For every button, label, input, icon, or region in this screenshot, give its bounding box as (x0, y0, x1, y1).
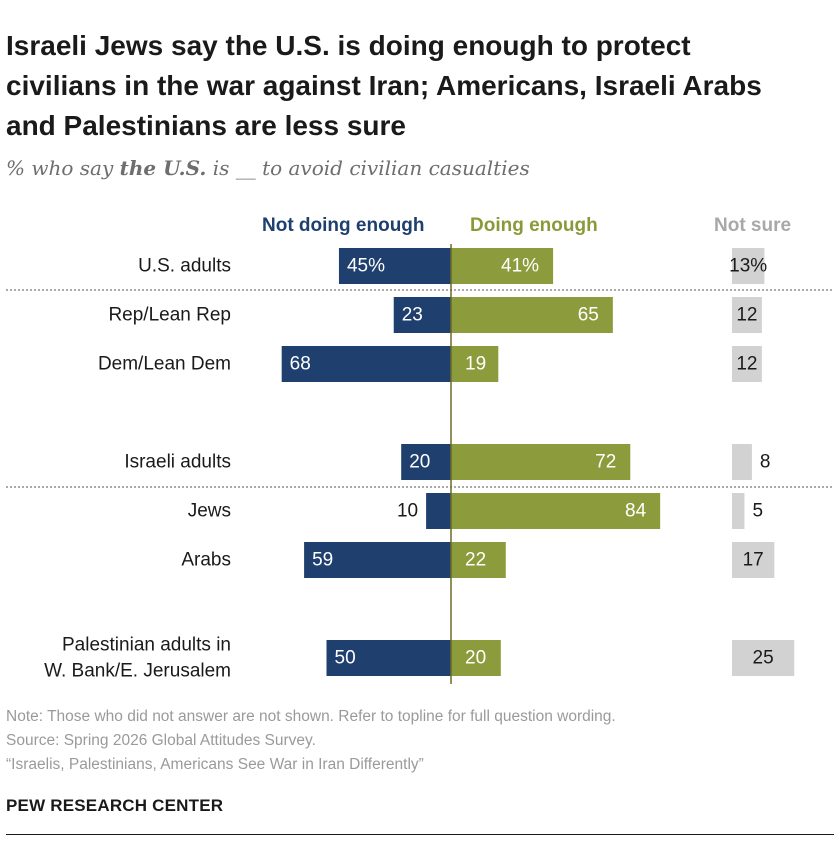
value-label-not-sure: 13% (729, 256, 767, 277)
value-label-doing-enough: 65 (578, 305, 599, 326)
source-text: Source: Spring 2026 Global Attitudes Sur… (6, 732, 316, 749)
category-label: Dem/Lean Dem (98, 354, 231, 375)
bar-not-doing-enough (393, 297, 451, 333)
subtitle-suffix: is __ to avoid civilian casualties (206, 156, 530, 180)
category-label: U.S. adults (138, 256, 231, 277)
category-label-line: W. Bank/E. Jerusalem (44, 661, 231, 682)
legend-not-doing-enough: Not doing enough (262, 215, 425, 236)
bar-doing-enough (451, 542, 506, 578)
bottom-rule (6, 834, 834, 835)
bar-not-sure (732, 444, 752, 480)
legend-not-sure: Not sure (714, 215, 792, 236)
category-label-line: Palestinian adults in (62, 635, 231, 656)
bar-doing-enough (451, 297, 613, 333)
bar-not-sure (732, 640, 795, 676)
bar-doing-enough (451, 444, 631, 480)
diverging-bar-chart: U.S. adults 45% 41% 13% Rep/Lean Rep 23 65 12 De… (6, 244, 834, 684)
value-label-not-sure: 8 (760, 452, 771, 473)
bar-doing-enough (451, 493, 661, 529)
bar-doing-enough (451, 346, 499, 382)
value-label-not-doing-enough: 50 (335, 648, 356, 669)
value-label-not-doing-enough: 10 (397, 501, 418, 522)
bar-doing-enough (451, 640, 501, 676)
chart-notes: Note: Those who did not answer are not s… (6, 705, 616, 777)
pew-logo-text: PEW RESEARCH CENTER (6, 796, 224, 815)
value-label-not-sure: 25 (753, 648, 774, 669)
chart-title: Israeli Jews say the U.S. is doing enoug… (6, 30, 762, 141)
report-title: “Israelis, Palestinians, Americans See W… (6, 756, 424, 773)
category-label: Rep/Lean Rep (108, 305, 231, 326)
chart-subtitle: % who say the U.S. is __ to avoid civili… (6, 156, 530, 180)
value-label-not-doing-enough: 59 (312, 550, 333, 571)
bar-not-doing-enough (281, 346, 451, 382)
bar-not-sure (732, 297, 762, 333)
value-label-doing-enough: 84 (625, 501, 647, 522)
subtitle-prefix: % who say (6, 156, 120, 180)
value-label-not-doing-enough: 23 (402, 305, 423, 326)
subtitle-emphasis: the U.S. (119, 156, 207, 180)
bar-not-sure (732, 493, 745, 529)
value-label-not-sure: 12 (736, 305, 757, 326)
bar-not-doing-enough (326, 640, 451, 676)
value-label-doing-enough: 72 (595, 452, 616, 473)
bar-not-sure (732, 542, 775, 578)
value-label-not-doing-enough: 45% (347, 256, 385, 277)
category-label: Arabs (181, 550, 231, 571)
value-label-not-sure: 5 (752, 501, 763, 522)
value-label-not-doing-enough: 68 (290, 354, 311, 375)
bar-not-doing-enough (304, 542, 451, 578)
bar-not-doing-enough (338, 248, 451, 284)
bar-not-sure (732, 248, 765, 284)
bar-not-doing-enough (401, 444, 451, 480)
bar-not-doing-enough (426, 493, 451, 529)
bar-not-sure (732, 346, 762, 382)
category-label: Israeli adults (124, 452, 231, 473)
value-label-not-sure: 17 (743, 550, 764, 571)
category-label: Jews (188, 501, 231, 522)
value-label-not-sure: 12 (736, 354, 757, 375)
value-label-doing-enough: 22 (465, 550, 486, 571)
value-label-doing-enough: 41% (501, 256, 539, 277)
value-label-not-doing-enough: 20 (409, 452, 430, 473)
legend-doing-enough: Doing enough (470, 215, 598, 236)
bar-doing-enough (451, 248, 554, 284)
value-label-doing-enough: 19 (465, 354, 486, 375)
note-text: Note: Those who did not answer are not s… (6, 708, 616, 725)
value-label-doing-enough: 20 (465, 648, 486, 669)
